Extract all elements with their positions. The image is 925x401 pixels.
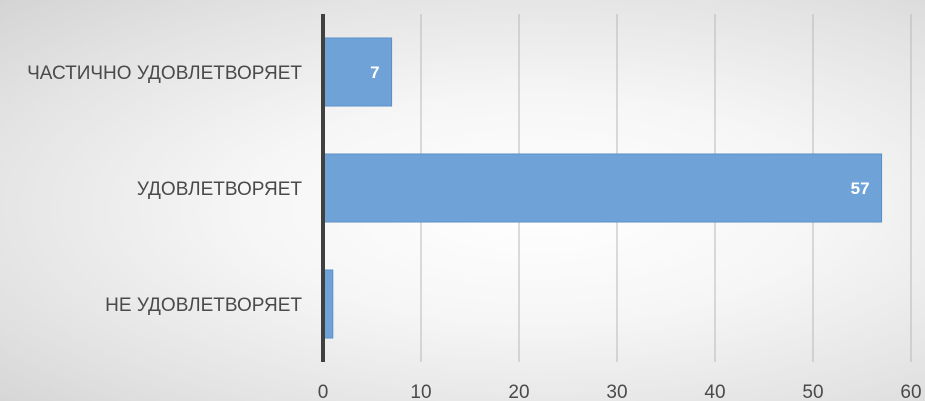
x-tick-label-20: 20 — [508, 382, 529, 401]
data-labels: 7 57 — [370, 63, 869, 198]
x-tick-label-50: 50 — [802, 382, 823, 401]
x-tick-labels: 0 10 20 30 40 50 60 — [318, 382, 922, 401]
category-label-2: УДОВЛЕТВОРЯЕТ — [137, 179, 303, 200]
bar-2 — [322, 153, 883, 223]
category-label-3: НЕ УДОВЛЕТВОРЯЕТ — [105, 295, 302, 316]
category-labels: ЧАСТИЧНО УДОВЛЕТВОРЯЕТ УДОВЛЕТВОРЯЕТ НЕ УД… — [27, 63, 302, 316]
data-label-2: 57 — [851, 179, 870, 198]
x-tick-label-0: 0 — [318, 382, 329, 401]
bar-1 — [322, 37, 393, 107]
data-label-1: 7 — [370, 63, 379, 82]
x-tick-label-40: 40 — [704, 382, 725, 401]
bars — [322, 37, 883, 339]
category-label-1: ЧАСТИЧНО УДОВЛЕТВОРЯЕТ — [27, 63, 302, 84]
x-tick-label-30: 30 — [606, 382, 627, 401]
x-tick-label-60: 60 — [900, 382, 921, 401]
x-tick-label-10: 10 — [410, 382, 431, 401]
